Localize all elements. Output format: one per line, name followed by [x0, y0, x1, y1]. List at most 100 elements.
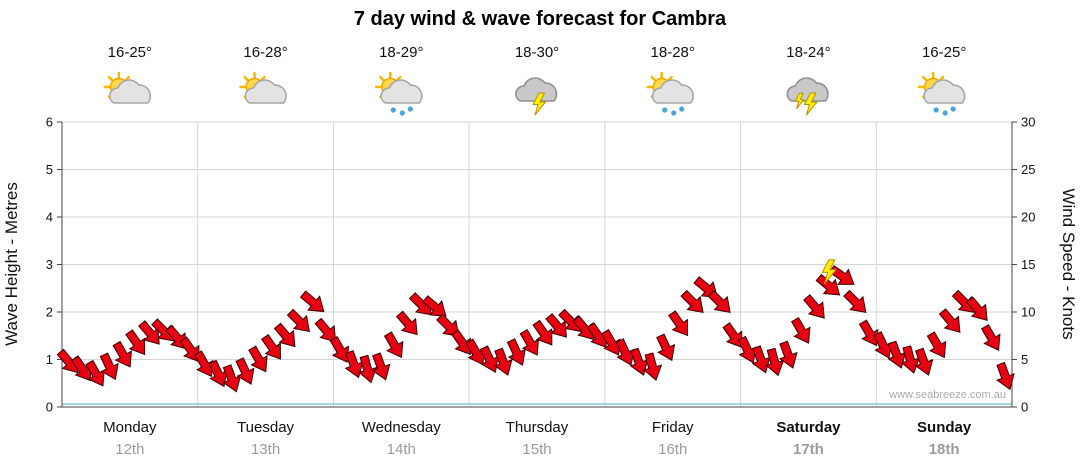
left-axis-title: Wave Height - Metres [2, 182, 21, 346]
wind-arrow [914, 347, 934, 376]
wind-arrow [558, 308, 582, 333]
wind-arrow [722, 322, 743, 348]
wind-arrow [778, 340, 798, 369]
lightning-bolt [803, 92, 818, 116]
wind-arrow [493, 347, 513, 376]
right-axis-tick-label: 25 [1021, 162, 1035, 177]
storm-icon [515, 77, 558, 116]
wind-arrow [737, 335, 757, 364]
left-axis-tick-label: 1 [46, 352, 53, 367]
day-date-label: 17th [793, 441, 824, 458]
day-date-label: 12th [115, 441, 144, 458]
wind-arrow [668, 310, 689, 337]
wind-arrow [138, 320, 160, 345]
wind-arrow [642, 352, 663, 381]
day-name-label: Friday [652, 419, 694, 436]
wind-arrow [965, 296, 988, 321]
wind-arrow [371, 352, 391, 381]
wind-arrow [900, 345, 920, 374]
wind-arrow [843, 289, 867, 314]
day-temp-label: 18-30° [515, 44, 559, 61]
wind-arrow [887, 340, 907, 369]
day-date-label: 18th [929, 441, 960, 458]
lightning-bolt [532, 92, 546, 116]
wind-arrow [125, 329, 146, 356]
wind-arrow [532, 319, 553, 346]
day-temp-label: 16-28° [243, 44, 287, 61]
wind-arrow [235, 357, 255, 385]
wind-arrow [112, 340, 132, 368]
wind-arrow [99, 352, 119, 381]
sun-cloud-rain-icon [646, 71, 694, 116]
sun-cloud-icon [103, 71, 152, 104]
watermark: www.seabreeze.com.au [888, 389, 1006, 401]
wind-arrow [450, 329, 471, 356]
lightning-bolt [794, 92, 805, 110]
wind-arrow [980, 324, 1001, 351]
wind-arrow [656, 333, 676, 362]
wind-arrow [629, 347, 649, 376]
left-axis-tick-label: 3 [46, 257, 53, 272]
day-name-label: Saturday [776, 419, 841, 436]
day-temp-label: 16-25° [108, 44, 152, 61]
sun-cloud-rain-icon [375, 71, 423, 116]
day-temp-label: 18-29° [379, 44, 423, 61]
page-title: 7 day wind & wave forecast for Cambra [353, 8, 727, 30]
wind-arrow [926, 331, 947, 359]
wind-arrow [545, 313, 567, 338]
wind-arrow [314, 317, 337, 343]
day-temp-label: 18-24° [786, 44, 830, 61]
left-axis-tick-label: 5 [46, 162, 53, 177]
wind-arrow [479, 345, 499, 373]
left-axis-tick-label: 0 [46, 400, 53, 415]
sun-cloud-rain-icon [917, 71, 966, 116]
wind-arrow [765, 347, 785, 377]
day-name-label: Wednesday [362, 419, 441, 436]
wind-arrow [421, 295, 447, 317]
right-axis-tick-label: 5 [1021, 352, 1028, 367]
wind-arrow [858, 319, 879, 347]
wind-arrow [436, 313, 460, 337]
day-name-label: Sunday [917, 419, 972, 436]
wind-arrow [85, 359, 105, 387]
right-axis-tick-label: 10 [1021, 305, 1035, 320]
wind-arrow [506, 338, 526, 366]
day-temp-label: 16-25° [922, 44, 966, 61]
wind-arrow [383, 331, 404, 359]
left-axis-tick-label: 4 [46, 210, 53, 225]
day-temp-label: 18-28° [651, 44, 695, 61]
wind-arrow [751, 345, 771, 374]
wind-arrow [395, 310, 418, 336]
sun-cloud-icon [239, 71, 287, 104]
day-name-label: Thursday [506, 419, 569, 436]
wind-arrow [151, 318, 175, 342]
right-axis-tick-label: 30 [1021, 115, 1035, 130]
storm-2-icon [786, 77, 829, 116]
wind-arrow [938, 308, 961, 333]
wind-arrow [260, 333, 281, 360]
wind-arrow [873, 331, 893, 359]
wind-arrow [707, 289, 731, 314]
day-date-label: 16th [658, 441, 687, 458]
right-axis-tick-label: 20 [1021, 210, 1035, 225]
day-date-label: 15th [522, 441, 551, 458]
wind-arrow [286, 308, 311, 333]
wind-arrow [803, 294, 825, 319]
left-axis-tick-label: 6 [46, 115, 53, 130]
wind-arrow [951, 289, 976, 314]
day-date-label: 14th [387, 441, 416, 458]
wind-arrow [193, 350, 214, 378]
right-axis-title: Wind Speed - Knots [1059, 188, 1078, 339]
wind-arrow [248, 345, 268, 373]
day-date-label: 13th [251, 441, 280, 458]
wind-arrow [790, 317, 811, 344]
wind-arrow [600, 328, 621, 356]
wind-arrow [996, 361, 1015, 391]
day-name-label: Tuesday [237, 419, 294, 436]
wind-arrow [222, 364, 242, 393]
wind-arrow [299, 290, 325, 313]
wind-arrow [615, 338, 635, 366]
wind-arrow [357, 354, 378, 384]
